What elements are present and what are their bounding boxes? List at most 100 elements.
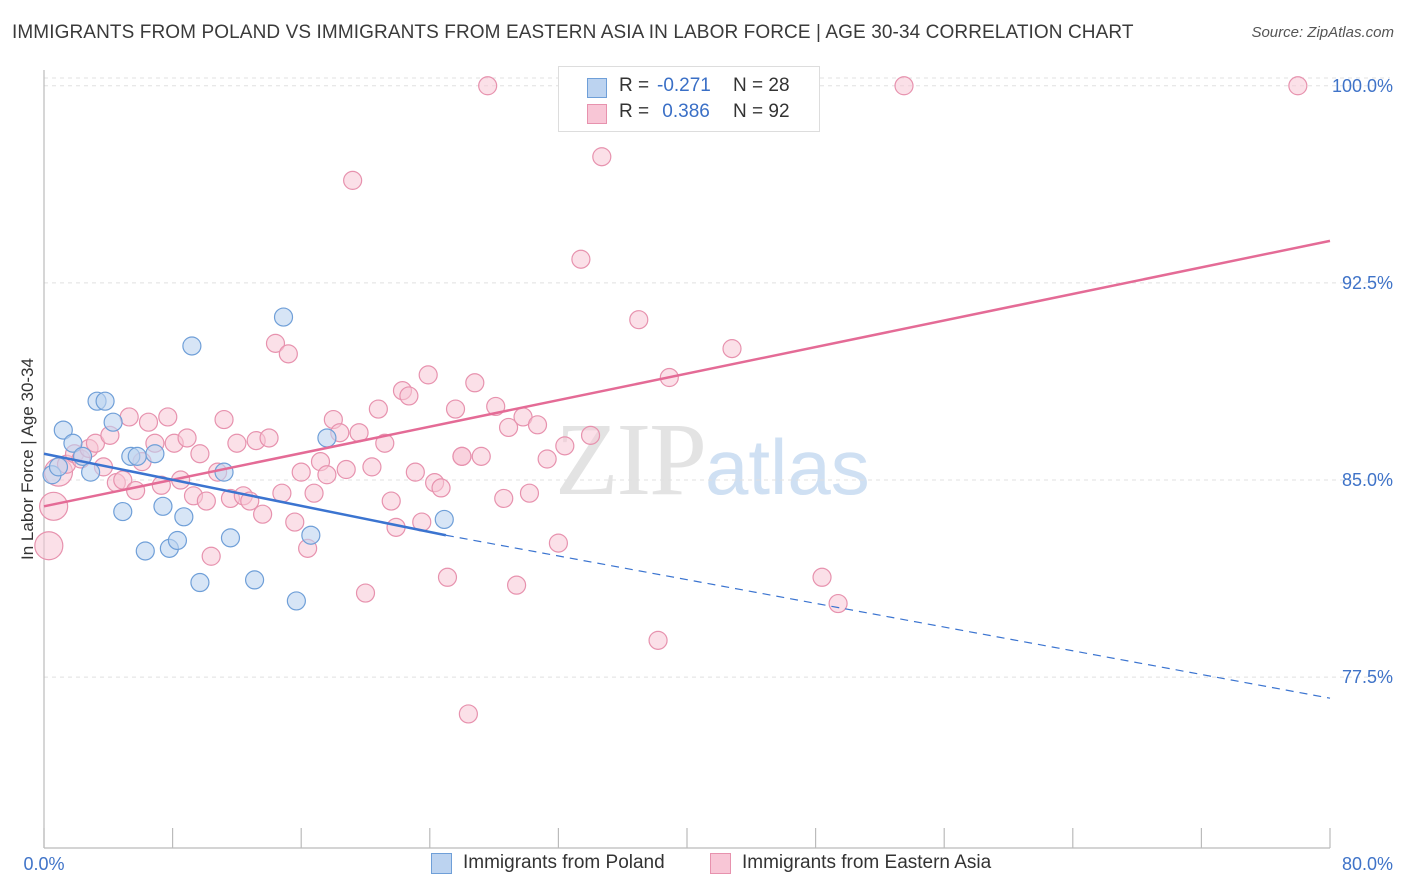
poland-point xyxy=(214,462,234,482)
asia-point xyxy=(445,399,466,419)
asia-point xyxy=(648,630,668,650)
poland-point xyxy=(53,420,73,440)
asia-point xyxy=(259,428,279,448)
poland-trend-line xyxy=(43,452,447,537)
poland-point xyxy=(244,570,265,590)
asia-point xyxy=(478,76,498,96)
poland-point xyxy=(286,591,306,611)
asia-point xyxy=(452,446,472,466)
asia-point xyxy=(126,480,146,501)
asia-point xyxy=(812,567,832,587)
asia-point xyxy=(471,446,491,466)
poland-point xyxy=(434,509,454,530)
asia-point xyxy=(278,344,298,364)
asia-point xyxy=(158,407,178,427)
asia-point xyxy=(1288,76,1308,96)
asia-point xyxy=(343,170,363,190)
poland-point xyxy=(135,541,155,561)
asia-point xyxy=(285,512,305,532)
poland-point xyxy=(301,525,321,545)
asia-point xyxy=(362,457,382,477)
legend-swatch-poland xyxy=(587,78,607,98)
asia-point xyxy=(253,504,273,524)
legend-swatch-asia xyxy=(587,104,607,124)
asia-point xyxy=(375,433,395,453)
legend-swatch-poland xyxy=(431,853,452,874)
poland-point xyxy=(153,496,173,516)
poland-point xyxy=(48,457,69,477)
x-tick-label: 80.0% xyxy=(1342,854,1393,874)
watermark-atlas: atlas xyxy=(705,423,870,511)
asia-point xyxy=(291,462,311,482)
asia-point xyxy=(201,546,221,566)
asia-point xyxy=(592,147,612,167)
poland-point xyxy=(182,336,202,356)
grid-lines xyxy=(44,77,1390,678)
tick-labels: 77.5% 85.0% 92.5% 100.0% 0.0% 80.0% In Labor F… xyxy=(18,76,1393,874)
poland-trend-extension xyxy=(445,534,1331,699)
asia-point xyxy=(580,425,601,445)
asia-point xyxy=(519,483,540,503)
axes xyxy=(43,70,1331,849)
poland-points xyxy=(42,307,454,611)
poland-point xyxy=(273,307,294,327)
poland-point xyxy=(113,501,133,522)
asia-point xyxy=(494,488,514,509)
legend-swatch-asia xyxy=(710,853,731,874)
legend-label-asia: Immigrants from Eastern Asia xyxy=(742,852,992,873)
poland-point xyxy=(145,444,165,464)
asia-point xyxy=(177,428,197,448)
watermark: ZIPatlas xyxy=(555,400,870,519)
correlation-legend: R = -0.271 N = 28 R = 0.386 N = 92 xyxy=(558,66,820,132)
poland-point xyxy=(167,530,188,551)
asia-point xyxy=(431,478,451,498)
poland-point xyxy=(174,507,194,527)
asia-point xyxy=(227,433,247,453)
asia-point xyxy=(418,365,438,385)
asia-point xyxy=(828,593,848,614)
asia-point xyxy=(571,249,591,269)
asia-point xyxy=(34,531,64,561)
legend-r-label: R = xyxy=(619,101,650,122)
legend-n-value: N = 28 xyxy=(733,75,790,96)
chart-title: IMMIGRANTS FROM POLAND VS IMMIGRANTS FRO… xyxy=(12,22,1134,43)
trend-lines xyxy=(43,239,1331,699)
y-tick-label: 92.5% xyxy=(1342,273,1393,293)
poland-point xyxy=(220,528,241,548)
asia-point xyxy=(265,333,286,353)
legend-r-value: 0.386 xyxy=(657,101,710,122)
asia-point xyxy=(498,417,519,438)
asia-point xyxy=(894,76,914,96)
poland-point xyxy=(190,572,210,593)
asia-point xyxy=(190,444,210,464)
legend-r-value: -0.271 xyxy=(657,75,711,96)
poland-point xyxy=(95,391,115,411)
asia-point xyxy=(548,533,569,553)
asia-point xyxy=(722,339,742,359)
legend-n-value: N = 92 xyxy=(733,101,790,122)
asia-point xyxy=(39,491,69,521)
legend-r-label: R = xyxy=(619,75,650,96)
x-tick-label: 0.0% xyxy=(23,854,64,874)
asia-point xyxy=(214,409,234,430)
asia-point xyxy=(629,310,649,330)
asia-point xyxy=(304,483,324,503)
eastern-asia-points xyxy=(34,76,1308,724)
asia-point xyxy=(317,465,337,485)
poland-point xyxy=(81,462,101,482)
asia-point xyxy=(381,491,401,511)
asia-point xyxy=(336,459,356,480)
asia-point xyxy=(537,449,557,469)
asia-point xyxy=(355,583,376,603)
asia-trend-line xyxy=(43,239,1331,508)
y-tick-label: 77.5% xyxy=(1342,667,1393,687)
asia-point xyxy=(507,575,527,595)
asia-point xyxy=(368,399,388,419)
poland-point xyxy=(103,412,123,432)
source-note: Source: ZipAtlas.com xyxy=(1251,24,1394,41)
asia-point xyxy=(196,491,216,511)
asia-point xyxy=(119,407,139,427)
asia-point xyxy=(527,415,548,435)
poland-point xyxy=(127,446,147,466)
